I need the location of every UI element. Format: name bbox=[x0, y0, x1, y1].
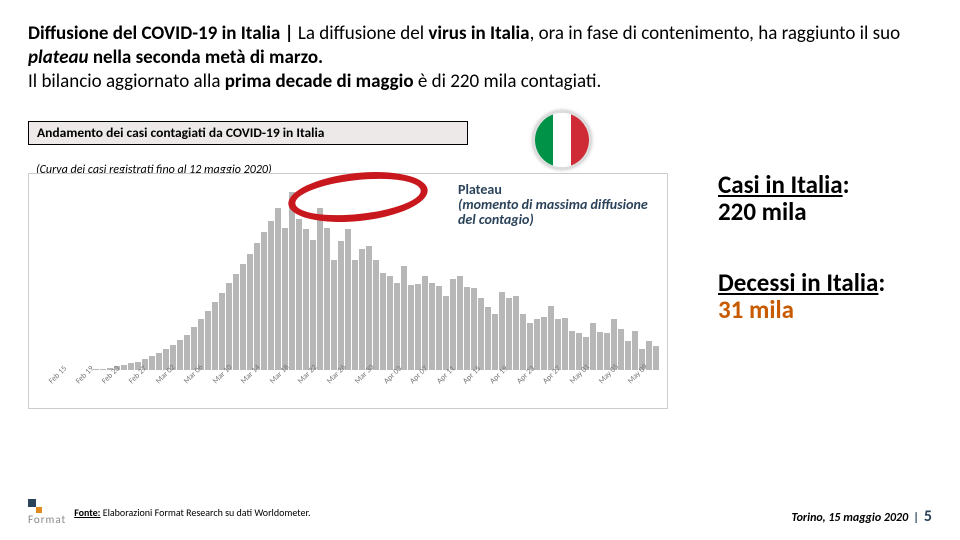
plateau-callout: Plateau (momento di massima diffusione d… bbox=[458, 181, 658, 227]
chart-xlabels: Feb 15Feb 19Feb 23Feb 27Mar 02Mar 06Mar … bbox=[51, 372, 659, 408]
bar bbox=[352, 260, 358, 370]
bar bbox=[282, 228, 288, 371]
bar bbox=[632, 331, 638, 370]
bar bbox=[226, 283, 232, 370]
footer-location: Torino, 15 maggio 2020 bbox=[792, 511, 909, 525]
bar bbox=[653, 346, 659, 370]
bar bbox=[541, 317, 547, 370]
bar bbox=[373, 260, 379, 370]
kpi-deaths-value: 31 mila bbox=[718, 296, 943, 324]
brand-name: Format bbox=[28, 513, 66, 526]
bar bbox=[394, 283, 400, 370]
bar bbox=[100, 369, 106, 371]
bar bbox=[184, 335, 190, 370]
kpi-deaths: Decessi in Italia: 31 mila bbox=[718, 270, 943, 324]
bar bbox=[331, 260, 337, 370]
bar bbox=[618, 329, 624, 370]
bar bbox=[303, 229, 309, 370]
bar bbox=[366, 246, 372, 370]
header-paragraph: Diffusione del COVID-19 in Italia | La d… bbox=[28, 22, 932, 93]
kpi-cases: Casi in Italia: 220 mila bbox=[718, 172, 943, 226]
logo-icon bbox=[28, 499, 42, 513]
bar bbox=[562, 318, 568, 370]
bar bbox=[212, 302, 218, 370]
bar bbox=[380, 273, 386, 371]
bar bbox=[254, 243, 260, 371]
header-bold-2: virus in Italia bbox=[428, 22, 529, 45]
page-number: 5 bbox=[924, 507, 932, 526]
bar bbox=[464, 287, 470, 370]
bar bbox=[422, 276, 428, 371]
bar bbox=[324, 228, 330, 370]
bar bbox=[408, 285, 414, 371]
source-label: Fonte: bbox=[74, 506, 100, 519]
plateau-desc: (momento di massima diffusione del conta… bbox=[458, 198, 658, 227]
slide-footer: Format Fonte: Elaborazioni Format Resear… bbox=[28, 499, 932, 526]
bar bbox=[310, 240, 316, 370]
bar bbox=[506, 298, 512, 370]
bar bbox=[275, 208, 281, 370]
chart-title-box: Andamento dei casi contagiati da COVID-1… bbox=[28, 121, 468, 145]
italy-flag-icon bbox=[533, 111, 591, 169]
bar bbox=[450, 279, 456, 370]
bar bbox=[149, 356, 155, 370]
bar bbox=[597, 332, 603, 370]
bar bbox=[205, 311, 211, 371]
footer-right: Torino, 15 maggio 2020 | 5 bbox=[792, 507, 932, 526]
bar bbox=[520, 314, 526, 371]
bar bbox=[443, 296, 449, 370]
bar bbox=[471, 288, 477, 370]
bar bbox=[429, 283, 435, 370]
kpi-cases-label: Casi in Italia: bbox=[718, 172, 943, 198]
chart-title: Andamento dei casi contagiati da COVID-1… bbox=[37, 126, 459, 141]
footer-separator: | bbox=[913, 511, 919, 525]
kpi-cases-value: 220 mila bbox=[718, 198, 943, 226]
bar bbox=[338, 241, 344, 371]
bar bbox=[289, 192, 295, 370]
bar bbox=[436, 286, 442, 370]
bar bbox=[604, 333, 610, 371]
bar bbox=[317, 208, 323, 370]
chart-panel: Andamento dei casi contagiati da COVID-1… bbox=[28, 121, 668, 411]
bar bbox=[345, 229, 351, 370]
bar bbox=[499, 292, 505, 370]
header-italic: plateau bbox=[28, 46, 89, 69]
bar bbox=[156, 353, 162, 370]
bar bbox=[401, 266, 407, 370]
bar bbox=[121, 365, 127, 370]
brand-block: Format bbox=[28, 499, 66, 526]
source-line: Fonte: Elaborazioni Format Research su d… bbox=[74, 506, 310, 519]
bar bbox=[492, 314, 498, 371]
bar bbox=[233, 274, 239, 370]
bar bbox=[247, 254, 253, 371]
bar bbox=[590, 323, 596, 370]
slide-header: Diffusione del COVID-19 in Italia | La d… bbox=[0, 0, 960, 101]
footer-left: Format Fonte: Elaborazioni Format Resear… bbox=[28, 499, 311, 526]
header-bold-1: Diffusione del COVID-19 in Italia | bbox=[28, 22, 298, 45]
bar bbox=[534, 319, 540, 370]
bar bbox=[485, 307, 491, 370]
bar bbox=[177, 340, 183, 370]
bar bbox=[296, 219, 302, 370]
bar bbox=[359, 249, 365, 371]
bar bbox=[219, 293, 225, 370]
bar bbox=[513, 296, 519, 370]
bar bbox=[268, 221, 274, 370]
bar bbox=[569, 331, 575, 370]
bar bbox=[548, 306, 554, 370]
bar bbox=[478, 298, 484, 370]
bar bbox=[415, 284, 421, 370]
bar bbox=[457, 276, 463, 371]
source-text: Elaborazioni Format Research su dati Wor… bbox=[100, 506, 310, 519]
bar bbox=[128, 363, 134, 370]
bar bbox=[240, 264, 246, 370]
kpi-column: Casi in Italia: 220 mila Decessi in Ital… bbox=[718, 172, 943, 368]
bar bbox=[387, 276, 393, 371]
kpi-deaths-label: Decessi in Italia: bbox=[718, 270, 943, 296]
bar bbox=[261, 232, 267, 370]
bar bbox=[555, 319, 561, 370]
bar bbox=[625, 341, 631, 370]
